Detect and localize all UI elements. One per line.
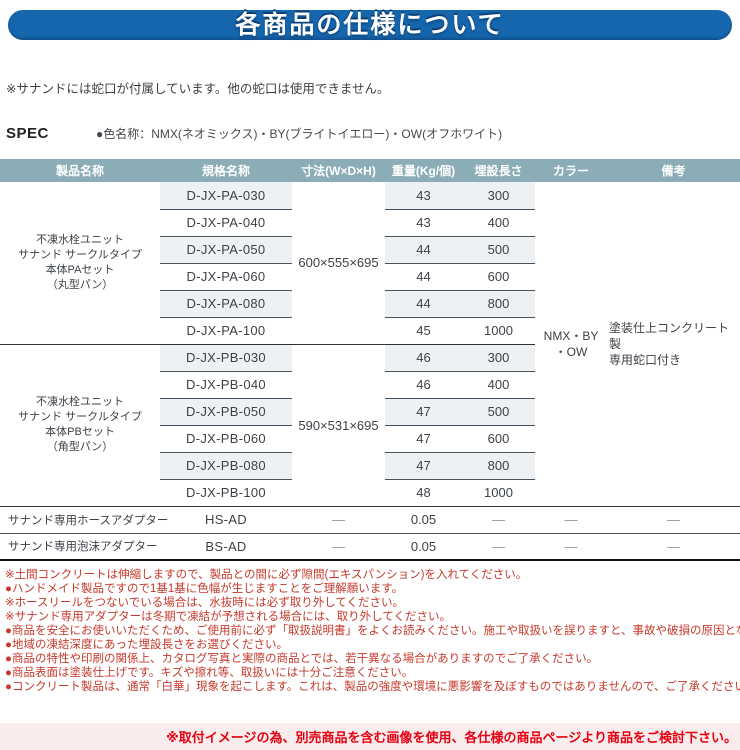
table-row: 不凍水栓ユニット サナンド サークルタイプ 本体PBセット （角型パン） D-J… [0, 344, 740, 507]
weight-cell: 43 [385, 209, 462, 237]
table-row: D-JX-PA-100 45 1000 [0, 317, 740, 345]
model-cell: HS-AD [160, 506, 292, 534]
model-cell: D-JX-PB-040 [160, 371, 292, 399]
remarks-cell: — [607, 506, 740, 534]
weight-cell: 47 [385, 398, 462, 426]
table-row: D-JX-PB-080 47 800 [0, 452, 740, 480]
product-name-cell: サナンド専用泡沫アダプター [0, 533, 160, 561]
depth-cell: 800 [462, 452, 535, 480]
note-line: ●地域の凍結深度にあった埋設長さをお選びください。 [5, 639, 288, 651]
model-cell: BS-AD [160, 533, 292, 561]
column-header-weight: 重量(Kg/個) [385, 159, 462, 182]
color-cell: NMX・BY ・OW [535, 182, 607, 507]
depth-cell: 800 [462, 290, 535, 318]
depth-cell: 600 [462, 425, 535, 453]
spec-header-row: SPEC ●色名称：NMX(ネオミックス)・BY(ブライトイエロー)・OW(オフ… [6, 125, 740, 142]
color-cell: — [535, 506, 607, 534]
note-line: ●コンクリート製品は、通常「白華」現象を起こします。これは、製品の強度や環境に悪… [5, 681, 740, 693]
spec-table: 製品名称 規格名称 寸法(W×D×H) 重量(Kg/個) 埋設長さ カラー 備考… [0, 159, 740, 561]
column-header-burial-depth: 埋設長さ [462, 159, 535, 182]
table-row: D-JX-PA-040 43 400 [0, 209, 740, 237]
dimensions-cell: — [292, 533, 385, 561]
weight-cell: 46 [385, 344, 462, 372]
remarks-cell: — [607, 533, 740, 561]
column-header-color: カラー [535, 159, 607, 182]
table-row: 不凍水栓ユニット サナンド サークルタイプ 本体PAセット （丸型パン） D-J… [0, 182, 740, 507]
depth-cell: 400 [462, 371, 535, 399]
weight-cell: 44 [385, 263, 462, 291]
dimensions-cell: — [292, 506, 385, 534]
table-row: D-JX-PB-060 47 600 [0, 425, 740, 453]
model-cell: D-JX-PA-040 [160, 209, 292, 237]
depth-cell: 400 [462, 209, 535, 237]
color-names-note: ●色名称：NMX(ネオミックス)・BY(ブライトイエロー)・OW(オフホワイト) [96, 127, 503, 141]
model-cell: D-JX-PA-060 [160, 263, 292, 291]
product-name-cell: 不凍水栓ユニット サナンド サークルタイプ 本体PAセット （丸型パン） [0, 182, 160, 345]
model-cell: D-JX-PA-030 [160, 182, 292, 210]
model-cell: D-JX-PA-050 [160, 236, 292, 264]
bottom-notice-banner: ※取付イメージの為、別売商品を含む画像を使用、各仕様の商品ページより商品をご検討… [0, 723, 740, 750]
model-cell: D-JX-PA-100 [160, 317, 292, 345]
model-cell: D-JX-PB-050 [160, 398, 292, 426]
remarks-cell: 塗装仕上コンクリート製 専用蛇口付き [607, 182, 740, 507]
spec-label: SPEC [6, 125, 49, 142]
weight-cell: 44 [385, 236, 462, 264]
product-name-cell: 不凍水栓ユニット サナンド サークルタイプ 本体PBセット （角型パン） [0, 344, 160, 507]
weight-cell: 44 [385, 290, 462, 318]
note-line: ●商品の特性や印刷の関係上、カタログ写真と実際の商品とでは、若干異なる場合があり… [5, 653, 599, 665]
model-cell: D-JX-PB-030 [160, 344, 292, 372]
note-line: ※土間コンクリートは伸縮しますので、製品との間に必ず隙間(エキスパンション)を入… [5, 569, 528, 581]
depth-cell: — [462, 533, 535, 561]
table-row: D-JX-PB-040 46 400 [0, 371, 740, 399]
weight-cell: 46 [385, 371, 462, 399]
weight-cell: 47 [385, 425, 462, 453]
table-row: D-JX-PB-100 48 1000 [0, 479, 740, 507]
weight-cell: 43 [385, 182, 462, 210]
note-line: ●商品を安全にお使いいただくため、ご使用前に必ず「取扱説明書」をよくお読みくださ… [5, 625, 740, 637]
depth-cell: 300 [462, 182, 535, 210]
weight-cell: 0.05 [385, 506, 462, 534]
table-row: D-JX-PB-050 47 500 [0, 398, 740, 426]
table-row: D-JX-PA-050 44 500 [0, 236, 740, 264]
table-header-row: 製品名称 規格名称 寸法(W×D×H) 重量(Kg/個) 埋設長さ カラー 備考 [0, 159, 740, 182]
product-name-cell: サナンド専用ホースアダプター [0, 506, 168, 534]
column-header-dimensions: 寸法(W×D×H) [292, 159, 385, 182]
table-row: D-JX-PA-060 44 600 [0, 263, 740, 291]
depth-cell: 300 [462, 344, 535, 372]
model-cell: D-JX-PB-060 [160, 425, 292, 453]
page-title-banner: 各商品の仕様について [8, 10, 732, 40]
page-title: 各商品の仕様について [235, 10, 505, 39]
model-cell: D-JX-PB-100 [160, 479, 292, 507]
column-header-product-name: 製品名称 [0, 159, 160, 182]
bottom-notice-text: ※取付イメージの為、別売商品を含む画像を使用、各仕様の商品ページより商品をご検討… [166, 730, 737, 745]
column-header-model: 規格名称 [160, 159, 292, 182]
depth-cell: 1000 [462, 317, 535, 345]
note-line: ●ハンドメイド製品ですので1基1基に色幅が生じますことをご理解願います。 [5, 583, 404, 595]
table-row: D-JX-PA-080 44 800 [0, 290, 740, 318]
dimensions-cell: 600×555×695 [292, 182, 385, 345]
caution-notes: ※土間コンクリートは伸縮しますので、製品との間に必ず隙間(エキスパンション)を入… [5, 568, 740, 694]
model-cell: D-JX-PB-080 [160, 452, 292, 480]
depth-cell: 1000 [462, 479, 535, 507]
depth-cell: — [462, 506, 535, 534]
note-line: ※サナンド専用アダプターは冬期で凍結が予想される場合には、取り外してください。 [5, 611, 451, 623]
weight-cell: 48 [385, 479, 462, 507]
model-cell: D-JX-PA-080 [160, 290, 292, 318]
adapter-row: サナンド専用ホースアダプター HS-AD — 0.05 — — — [0, 506, 740, 534]
depth-cell: 600 [462, 263, 535, 291]
color-cell: — [535, 533, 607, 561]
column-header-remarks: 備考 [607, 159, 740, 182]
depth-cell: 500 [462, 398, 535, 426]
depth-cell: 500 [462, 236, 535, 264]
weight-cell: 45 [385, 317, 462, 345]
note-line: ●商品表面は塗装仕上げです。キズや擦れ等、取扱いには十分ご注意ください。 [5, 667, 414, 679]
note-line: ※ホースリールをつないでいる場合は、水抜時には必ず取り外してください。 [5, 597, 405, 609]
weight-cell: 47 [385, 452, 462, 480]
faucet-note: ※サナンドには蛇口が付属しています。他の蛇口は使用できません。 [6, 82, 390, 96]
adapter-row: サナンド専用泡沫アダプター BS-AD — 0.05 — — — [0, 533, 740, 561]
dimensions-cell: 590×531×695 [292, 344, 385, 507]
weight-cell: 0.05 [385, 533, 462, 561]
